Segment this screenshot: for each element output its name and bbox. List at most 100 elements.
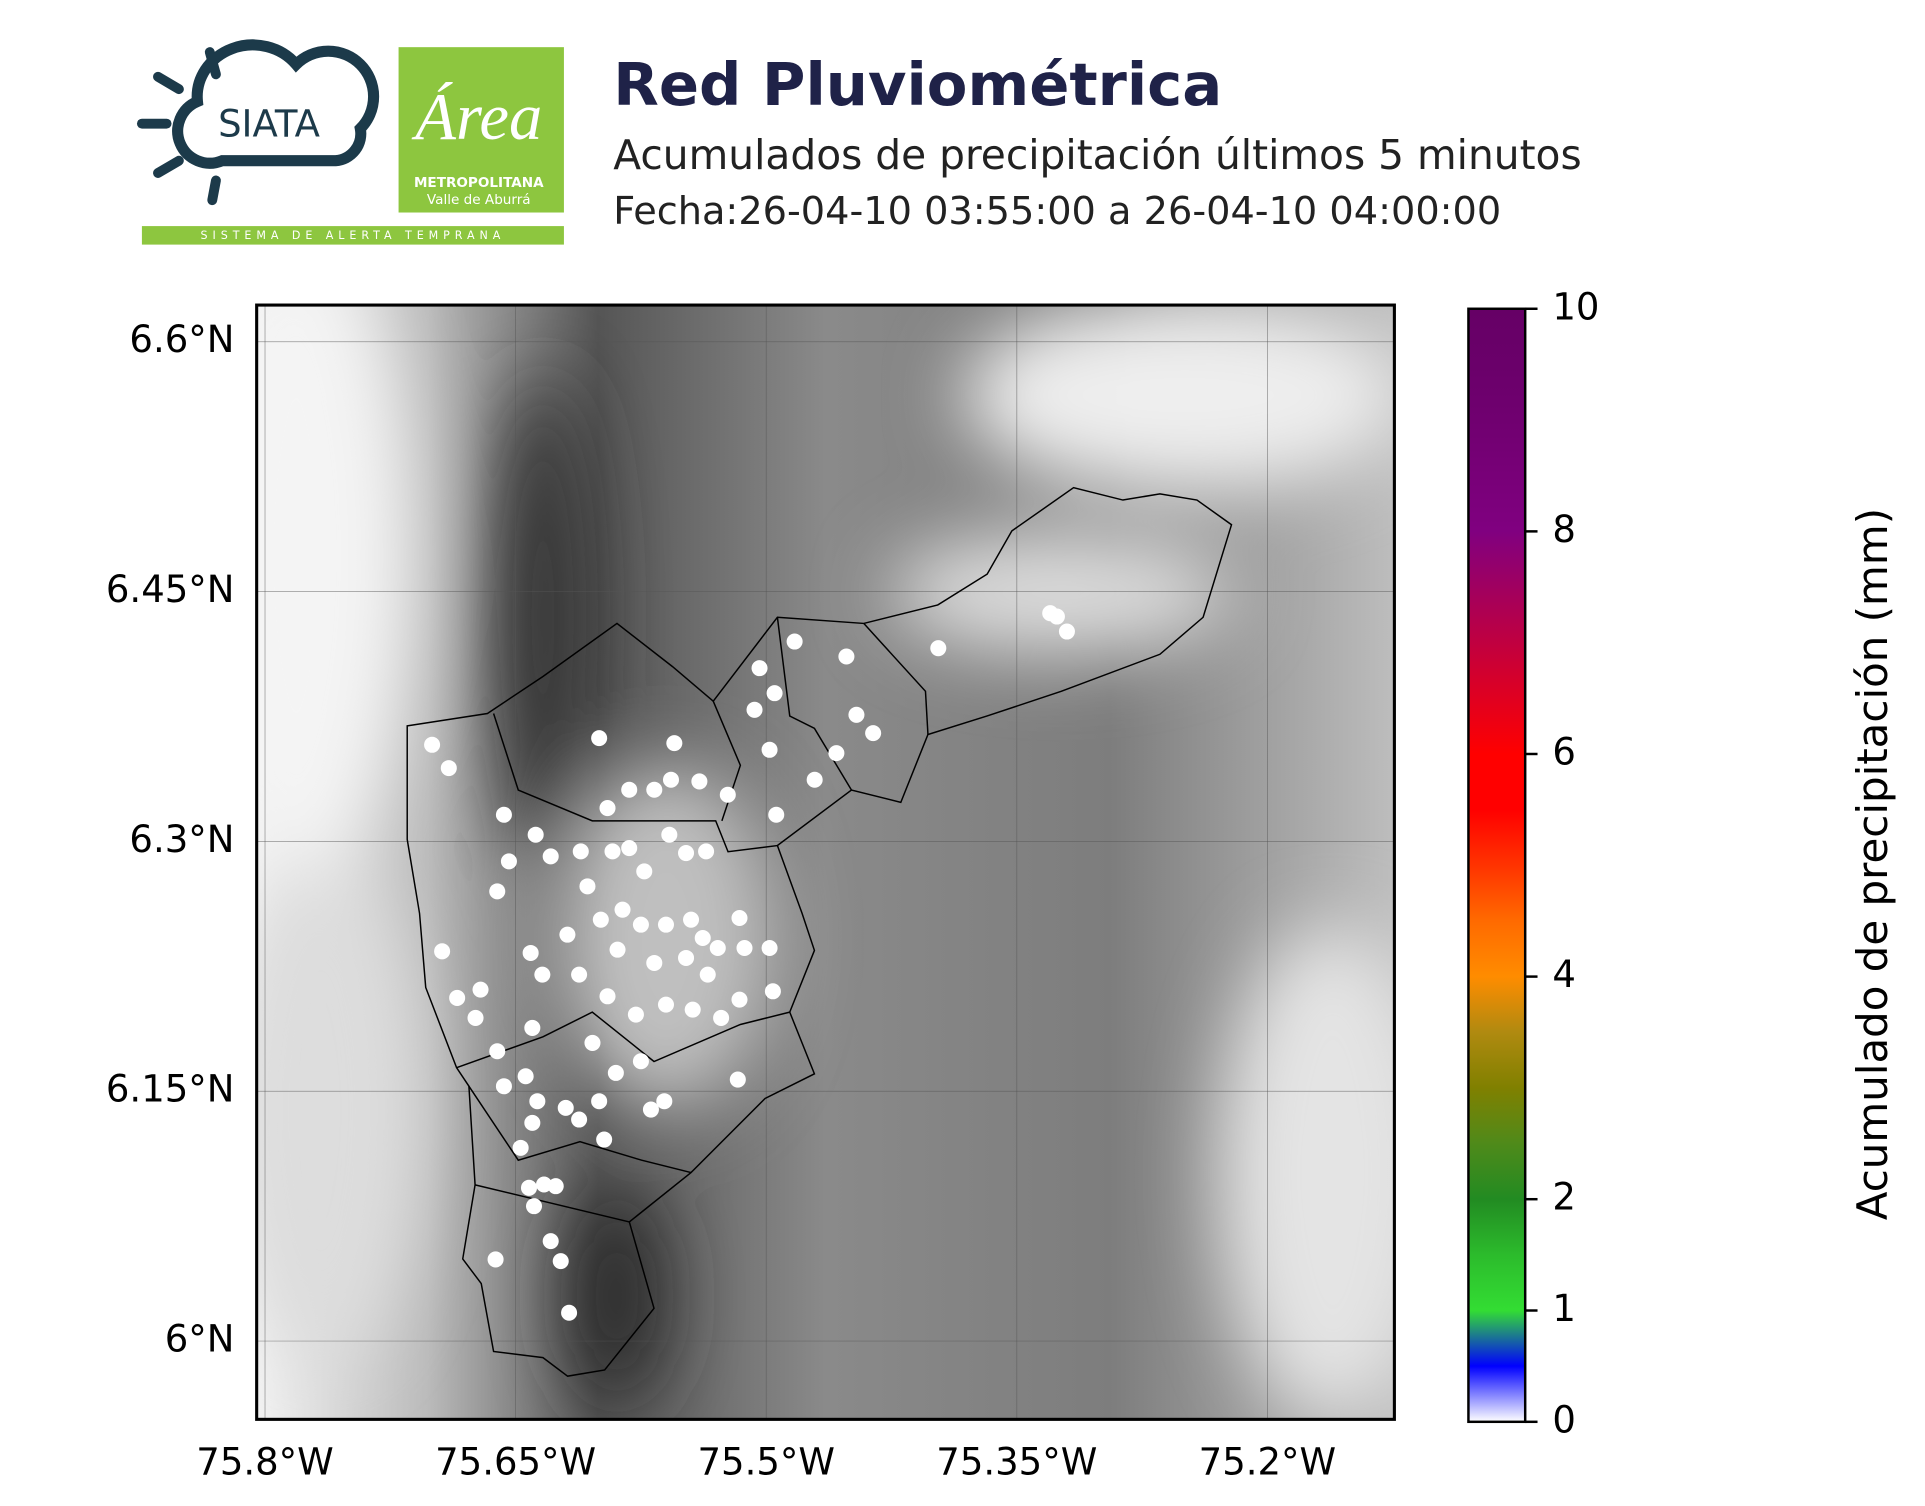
station (524, 1019, 541, 1036)
map-frame (255, 303, 1396, 1421)
station (524, 1114, 541, 1131)
y-tick-label: 6.15°N (106, 1068, 235, 1111)
station (571, 966, 588, 983)
station (525, 1198, 543, 1215)
station (512, 1139, 529, 1156)
station (621, 840, 638, 857)
x-tick-label: 75.2°W (1199, 1440, 1336, 1483)
station (632, 1053, 649, 1070)
station (495, 806, 512, 823)
station (529, 1093, 546, 1110)
station (591, 1093, 608, 1110)
station (1048, 608, 1065, 625)
station (731, 991, 748, 1008)
station (632, 916, 649, 933)
y-tick-label: 6.6°N (129, 318, 234, 361)
station (736, 939, 753, 957)
station (536, 1176, 553, 1193)
station (571, 1111, 588, 1128)
colorbar-tick-label: 1 (1552, 1287, 1576, 1330)
terrain (256, 305, 1395, 1420)
station (542, 848, 559, 865)
station (572, 843, 589, 860)
station (449, 989, 466, 1006)
station (656, 1093, 673, 1110)
station (542, 1233, 559, 1250)
station (751, 660, 768, 677)
station (579, 878, 596, 895)
station (694, 929, 711, 947)
stations (424, 605, 1075, 1321)
station (683, 911, 700, 928)
station (467, 1009, 484, 1026)
station (520, 1179, 538, 1196)
x-tick-label: 75.5°W (697, 1440, 834, 1483)
colorbar-label: Acumulado de precipitación (mm) (1848, 508, 1897, 1220)
station (604, 843, 621, 860)
station (489, 1043, 506, 1060)
station (761, 939, 778, 957)
station (592, 911, 609, 928)
station (930, 640, 947, 657)
station (599, 800, 616, 817)
station (1058, 623, 1075, 640)
station (552, 1253, 569, 1270)
station (848, 706, 865, 723)
station (828, 745, 845, 762)
station (591, 730, 608, 747)
station (666, 735, 683, 752)
logo-text: Área (411, 80, 542, 154)
station (627, 1006, 644, 1023)
station (500, 853, 517, 870)
station (614, 901, 631, 918)
station (527, 826, 544, 843)
station (584, 1034, 601, 1051)
logo-text: SIATA (218, 103, 320, 146)
station (557, 1099, 574, 1116)
y-tick-label: 6.3°N (129, 818, 234, 861)
station (678, 949, 695, 966)
station (768, 806, 785, 823)
station (495, 1078, 512, 1095)
station (709, 939, 726, 957)
station (489, 883, 506, 900)
station (534, 966, 551, 983)
station (662, 771, 680, 788)
axes: 75.8°W 75.65°W 75.5°W 75.35°W 75.2°W 6.6°N 6.4… (106, 318, 1336, 1483)
colorbar-tick-label: 2 (1552, 1176, 1576, 1219)
station (561, 1304, 578, 1321)
station (661, 826, 678, 843)
boundaries (406, 486, 1233, 1377)
colorbar-tick-label: 0 (1552, 1398, 1576, 1441)
y-tick-label: 6°N (165, 1318, 235, 1361)
station (596, 1131, 613, 1148)
station (698, 843, 715, 860)
colorbar-tick-label: 10 (1552, 285, 1599, 328)
station (599, 988, 616, 1005)
station (559, 926, 576, 943)
x-tick-label: 75.65°W (435, 1440, 596, 1483)
station (646, 954, 663, 971)
station (487, 1251, 504, 1268)
area-logo: Área METROPOLITANA Valle de Aburrá SISTE… (141, 47, 564, 245)
station (636, 863, 653, 880)
station (609, 941, 626, 958)
station (434, 943, 451, 960)
station (865, 725, 882, 742)
station (731, 909, 748, 927)
station (766, 685, 783, 702)
station (719, 786, 736, 803)
station (657, 996, 675, 1013)
colorbar (1467, 307, 1527, 1424)
station (713, 1009, 730, 1026)
station (746, 701, 763, 718)
station (522, 944, 539, 962)
station (764, 983, 781, 1000)
station (472, 981, 489, 998)
station (691, 773, 708, 790)
logo-text: SISTEMA DE ALERTA TEMPRANA (201, 229, 506, 242)
station (684, 1001, 701, 1018)
x-tick-label: 75.35°W (936, 1440, 1097, 1483)
